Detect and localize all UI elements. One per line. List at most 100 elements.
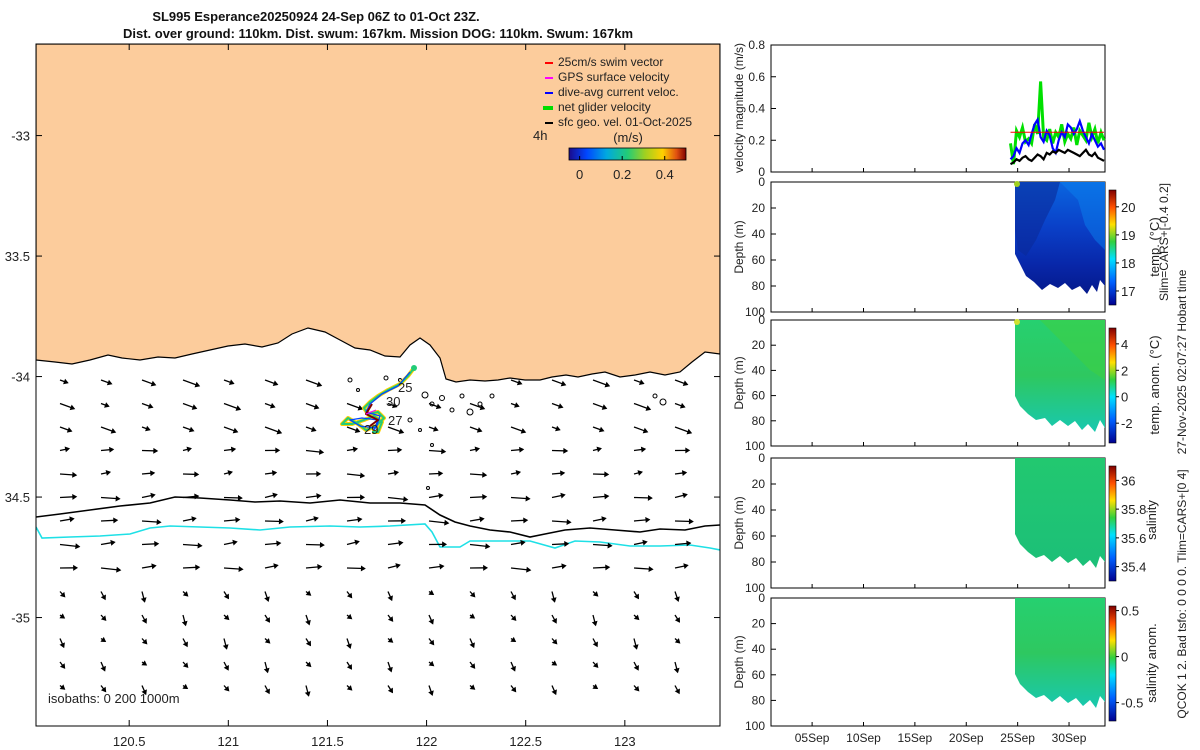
velocity-arrow-head bbox=[104, 402, 110, 408]
velocity-arrow-head bbox=[150, 470, 156, 477]
velocity-arrow-head bbox=[604, 381, 611, 388]
velocity-arrow-head bbox=[428, 639, 435, 646]
velocity-arrow-head bbox=[557, 403, 564, 409]
velocity-arrow-head bbox=[59, 613, 66, 619]
velocity-arrow-head bbox=[305, 640, 312, 647]
velocity-panel: 0 0.2 0.4 0.6 0.8 velocity magnitude (m/s) bbox=[732, 38, 1106, 179]
velocity-arrow-head bbox=[100, 665, 106, 672]
velocity-arrow-head bbox=[346, 643, 352, 649]
velocity-arrow-head bbox=[520, 428, 527, 434]
depth-tick-label: 0 bbox=[758, 313, 765, 327]
salinity-field bbox=[1015, 458, 1105, 568]
velocity-arrow-head bbox=[428, 589, 435, 596]
depth-tick-label: 20 bbox=[752, 201, 766, 215]
velocity-arrow-head bbox=[551, 617, 557, 624]
velocity-arrow-head bbox=[514, 402, 520, 408]
velocity-arrow-head bbox=[604, 471, 610, 478]
velocity-arrow-head bbox=[479, 516, 485, 523]
velocity-arrow-head bbox=[592, 662, 599, 669]
map-colorbar-ticks: 0 0.2 0.4 bbox=[576, 156, 674, 182]
time-tick-label: 05Sep bbox=[795, 731, 830, 745]
velocity-arrow-head bbox=[346, 685, 353, 691]
velocity-arrow-head bbox=[194, 493, 200, 500]
legend-label-gps: GPS surface velocity bbox=[558, 70, 669, 84]
velocity-arrow-head bbox=[441, 448, 447, 455]
velocity-arrow-head bbox=[645, 517, 651, 523]
map-legend: 25cm/s swim vector GPS surface velocity … bbox=[533, 55, 692, 143]
velocity-arrow-head bbox=[346, 664, 353, 670]
velocity-arrow-head bbox=[318, 449, 325, 455]
velocity-arrow-head bbox=[182, 662, 189, 669]
velocity-arrow-head bbox=[638, 379, 645, 385]
colorbar-tick-label: 18 bbox=[1121, 256, 1135, 271]
velocity-arrow-head bbox=[592, 641, 598, 648]
velocity-arrow-head bbox=[596, 446, 602, 453]
velocity-arrow-head bbox=[686, 428, 693, 435]
depth-tick-label: 40 bbox=[752, 642, 766, 656]
velocity-arrow-head bbox=[387, 616, 394, 622]
temp-anomaly-colorbar-label: temp. anom. (°C) bbox=[1147, 335, 1162, 434]
velocity-arrow-head bbox=[105, 470, 112, 476]
velocity-arrow-head bbox=[153, 447, 159, 454]
velocity-arrow-head bbox=[682, 380, 689, 386]
time-tick-label: 25Sep bbox=[1000, 731, 1035, 745]
velocity-arrow-head bbox=[237, 494, 243, 501]
temperature-surface-marker bbox=[1014, 181, 1020, 187]
map-y-tick-label: 33.5 bbox=[5, 249, 30, 264]
velocity-y-tick-label: 0.8 bbox=[748, 38, 765, 52]
velocity-arrow-head bbox=[647, 494, 653, 501]
depth-tick-label: 100 bbox=[745, 439, 765, 453]
map-y-tick-label: 34.5 bbox=[5, 490, 30, 505]
temp-anomaly-colorbar bbox=[1108, 327, 1117, 444]
velocity-line-dive-avg-current-veloc- bbox=[1009, 116, 1105, 161]
velocity-arrow-head bbox=[387, 687, 394, 694]
velocity-arrow-head bbox=[271, 470, 278, 476]
velocity-arrow-head bbox=[474, 446, 481, 453]
map-y-tick-label: -33 bbox=[11, 129, 30, 144]
velocity-arrow-head bbox=[642, 427, 649, 434]
velocity-arrow-head bbox=[681, 470, 688, 476]
velocity-arrow-head bbox=[141, 689, 147, 696]
velocity-arrow-head bbox=[438, 492, 444, 499]
side-text-slim: Slim=CARS+[-0.4 0.2] bbox=[1157, 183, 1171, 301]
velocity-arrow-head bbox=[305, 590, 312, 596]
velocity-arrow-head bbox=[276, 540, 282, 547]
velocity-arrow-head bbox=[523, 517, 529, 524]
salinity-anomaly-colorbar bbox=[1108, 605, 1117, 722]
depth-tick-label: 100 bbox=[745, 581, 765, 595]
velocity-arrow-head bbox=[526, 566, 532, 573]
velocity-arrow-head bbox=[515, 470, 522, 476]
velocity-arrow-head bbox=[116, 566, 122, 573]
velocity-arrow-head bbox=[398, 540, 404, 547]
depth-tick-label: 80 bbox=[752, 414, 766, 428]
velocity-arrow-head bbox=[469, 591, 476, 598]
colorbar-tick-label: 4 bbox=[1121, 337, 1128, 352]
temperature-warm-patch bbox=[1060, 182, 1105, 250]
velocity-arrow-head bbox=[674, 688, 680, 695]
velocity-arrow-head bbox=[510, 686, 517, 693]
legend-label-net: net glider velocity bbox=[558, 100, 651, 114]
velocity-arrow-head bbox=[197, 542, 203, 549]
velocity-arrow-head bbox=[469, 684, 476, 690]
map-x-axis: 120.5 121 121.5 122 122.5 123 bbox=[113, 44, 636, 749]
map-y-axis: -33 33.5 -34 34.5 -35 bbox=[5, 129, 720, 626]
velocity-arrow-head bbox=[100, 686, 107, 693]
velocity-arrow-head bbox=[141, 638, 148, 645]
velocity-arrow-head bbox=[605, 564, 611, 571]
colorbar-tick-label: 20 bbox=[1121, 200, 1135, 215]
velocity-arrow-head bbox=[469, 642, 475, 649]
velocity-arrow-head bbox=[317, 564, 323, 570]
velocity-arrow-head bbox=[387, 666, 393, 673]
velocity-arrow-head bbox=[387, 637, 394, 643]
velocity-arrow-head bbox=[560, 492, 566, 499]
velocity-arrow-head bbox=[278, 518, 284, 525]
velocity-arrow-head bbox=[269, 402, 276, 409]
velocity-arrow-head bbox=[640, 446, 647, 453]
velocity-arrow-head bbox=[674, 638, 681, 644]
salinity-ylabel: Depth (m) bbox=[732, 496, 746, 549]
velocity-arrow-head bbox=[592, 591, 599, 597]
velocity-arrow-head bbox=[346, 613, 353, 620]
velocity-arrow-head bbox=[182, 683, 189, 690]
velocity-arrow-head bbox=[59, 642, 65, 649]
